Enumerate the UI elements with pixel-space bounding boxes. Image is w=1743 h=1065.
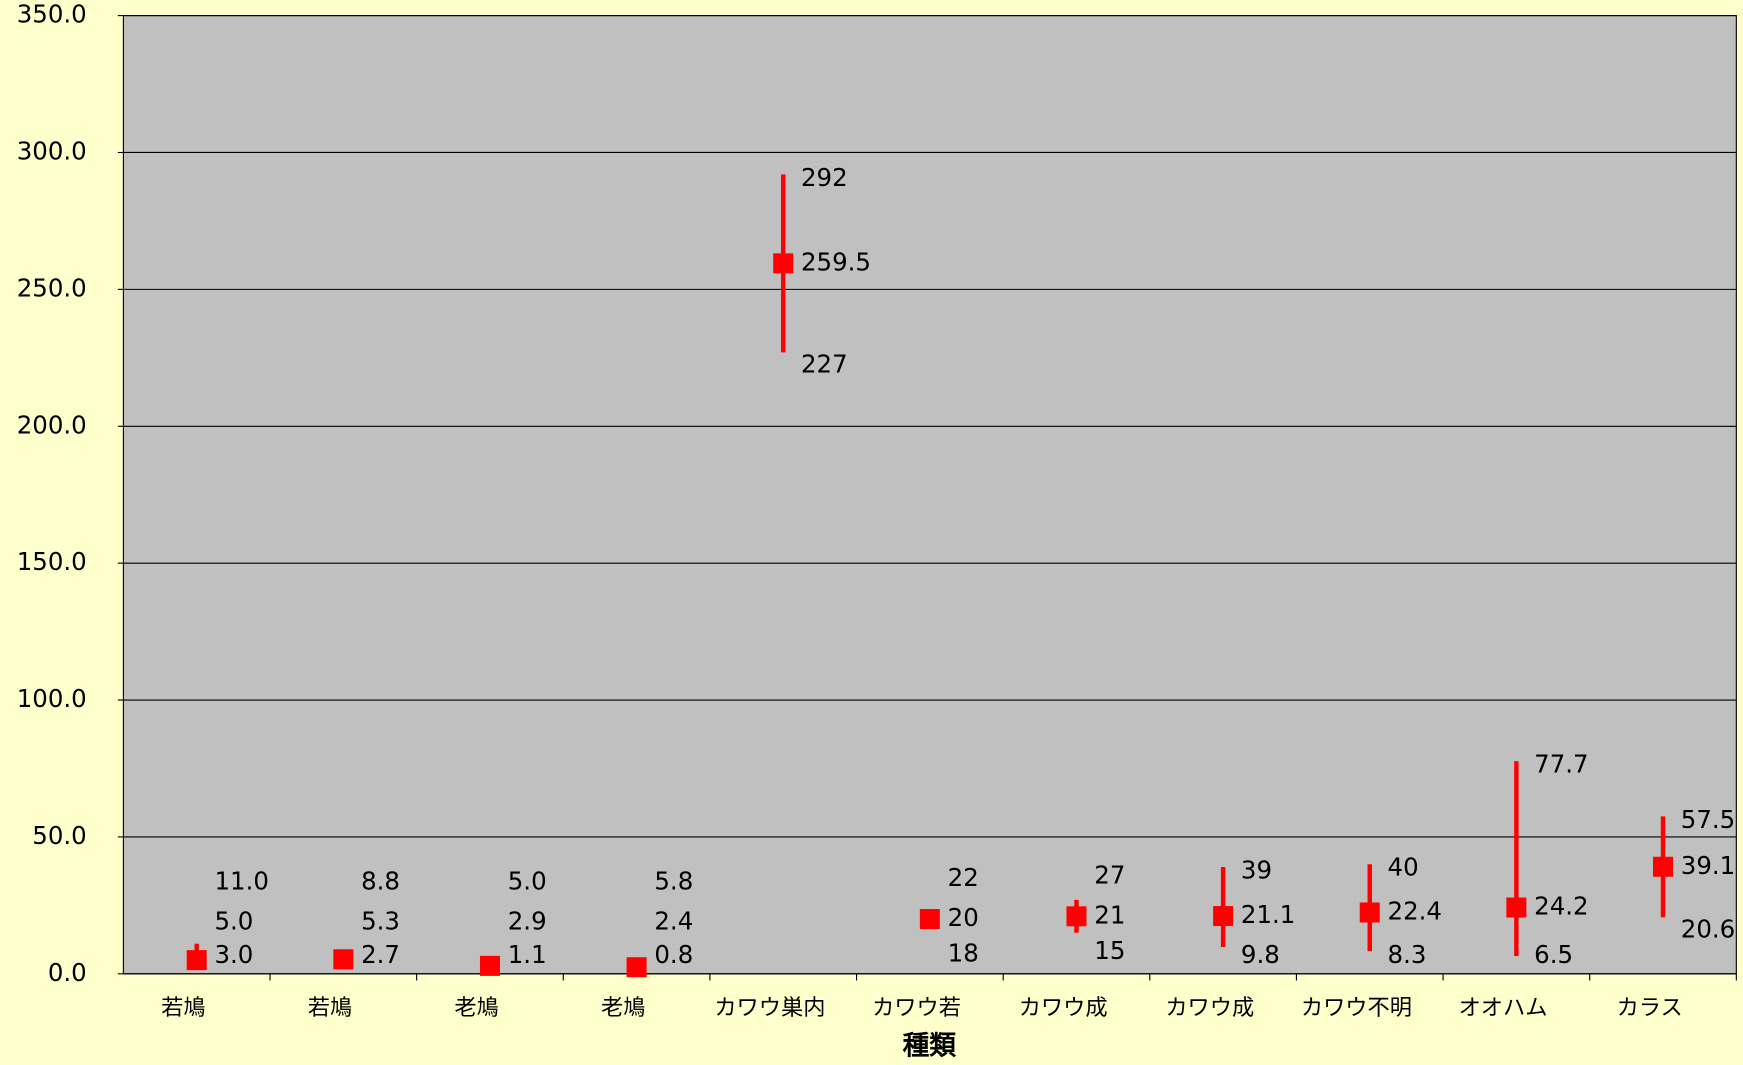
- mean-marker: [1506, 897, 1527, 918]
- data-label: 8.8: [361, 867, 400, 896]
- data-label: 27: [1094, 860, 1125, 889]
- mean-marker: [186, 950, 207, 971]
- y-tick-label: 200.0: [17, 410, 87, 439]
- data-label: 2.7: [361, 940, 400, 969]
- mean-marker: [1213, 906, 1234, 927]
- y-tick-label: 350.0: [17, 0, 87, 29]
- data-label: 6.5: [1534, 940, 1573, 969]
- data-label: 39.1: [1681, 851, 1735, 880]
- x-tick-label: カワウ成: [1165, 995, 1254, 1021]
- mean-marker: [1359, 902, 1380, 923]
- y-tick-label: 100.0: [17, 684, 87, 713]
- data-label: 259.5: [801, 247, 871, 276]
- data-label: 20.6: [1681, 915, 1735, 944]
- data-label: 21: [1094, 900, 1125, 929]
- data-label: 20: [948, 903, 979, 932]
- data-label: 77.7: [1534, 750, 1588, 779]
- mean-marker: [773, 253, 794, 274]
- mean-marker: [333, 949, 354, 970]
- data-label: 5.3: [361, 907, 400, 936]
- data-label: 22.4: [1388, 896, 1442, 925]
- y-tick-label: 0.0: [48, 958, 87, 987]
- mean-marker: [1066, 906, 1087, 927]
- x-tick-label: カラス: [1617, 995, 1683, 1021]
- data-label: 9.8: [1241, 940, 1280, 969]
- data-label: 18: [948, 939, 979, 968]
- data-label: 2.4: [654, 907, 693, 936]
- data-label: 5.8: [654, 867, 693, 896]
- x-tick-label: カワウ若: [872, 995, 961, 1021]
- data-label: 3.0: [214, 940, 253, 969]
- x-tick-label: 老鳩: [454, 995, 498, 1021]
- x-tick-label: 若鳩: [308, 995, 352, 1021]
- x-tick-label: 若鳩: [161, 995, 205, 1021]
- y-tick-label: 300.0: [17, 136, 87, 165]
- x-tick-label: カワウ巣内: [714, 995, 825, 1021]
- x-tick-label: カワウ成: [1019, 995, 1108, 1021]
- data-label: 39: [1241, 855, 1272, 884]
- data-label: 292: [801, 163, 848, 192]
- data-label: 5.0: [214, 907, 253, 936]
- x-axis-title: 種類: [903, 1031, 957, 1062]
- mean-marker: [1653, 856, 1674, 877]
- data-label: 15: [1094, 936, 1125, 965]
- data-label: 227: [801, 350, 848, 379]
- mean-marker: [626, 957, 647, 978]
- data-label: 8.3: [1388, 940, 1427, 969]
- data-label: 22: [948, 863, 979, 892]
- data-label: 11.0: [214, 867, 268, 896]
- data-label: 57.5: [1681, 805, 1735, 834]
- y-tick-label: 250.0: [17, 273, 87, 302]
- y-tick-label: 150.0: [17, 547, 87, 576]
- y-tick-label: 50.0: [32, 821, 86, 850]
- data-label: 5.0: [508, 867, 547, 896]
- x-tick-label: 老鳩: [601, 995, 645, 1021]
- x-tick-label: オオハム: [1459, 995, 1548, 1021]
- x-tick-label: カワウ不明: [1301, 995, 1412, 1021]
- data-label: 1.1: [508, 940, 547, 969]
- data-label: 21.1: [1241, 900, 1295, 929]
- mean-marker: [479, 955, 500, 976]
- data-label: 24.2: [1534, 892, 1588, 921]
- data-label: 2.9: [508, 907, 547, 936]
- mean-marker: [919, 909, 940, 930]
- data-label: 0.8: [654, 940, 693, 969]
- data-label: 40: [1388, 853, 1419, 882]
- plot-area: [122, 15, 1737, 975]
